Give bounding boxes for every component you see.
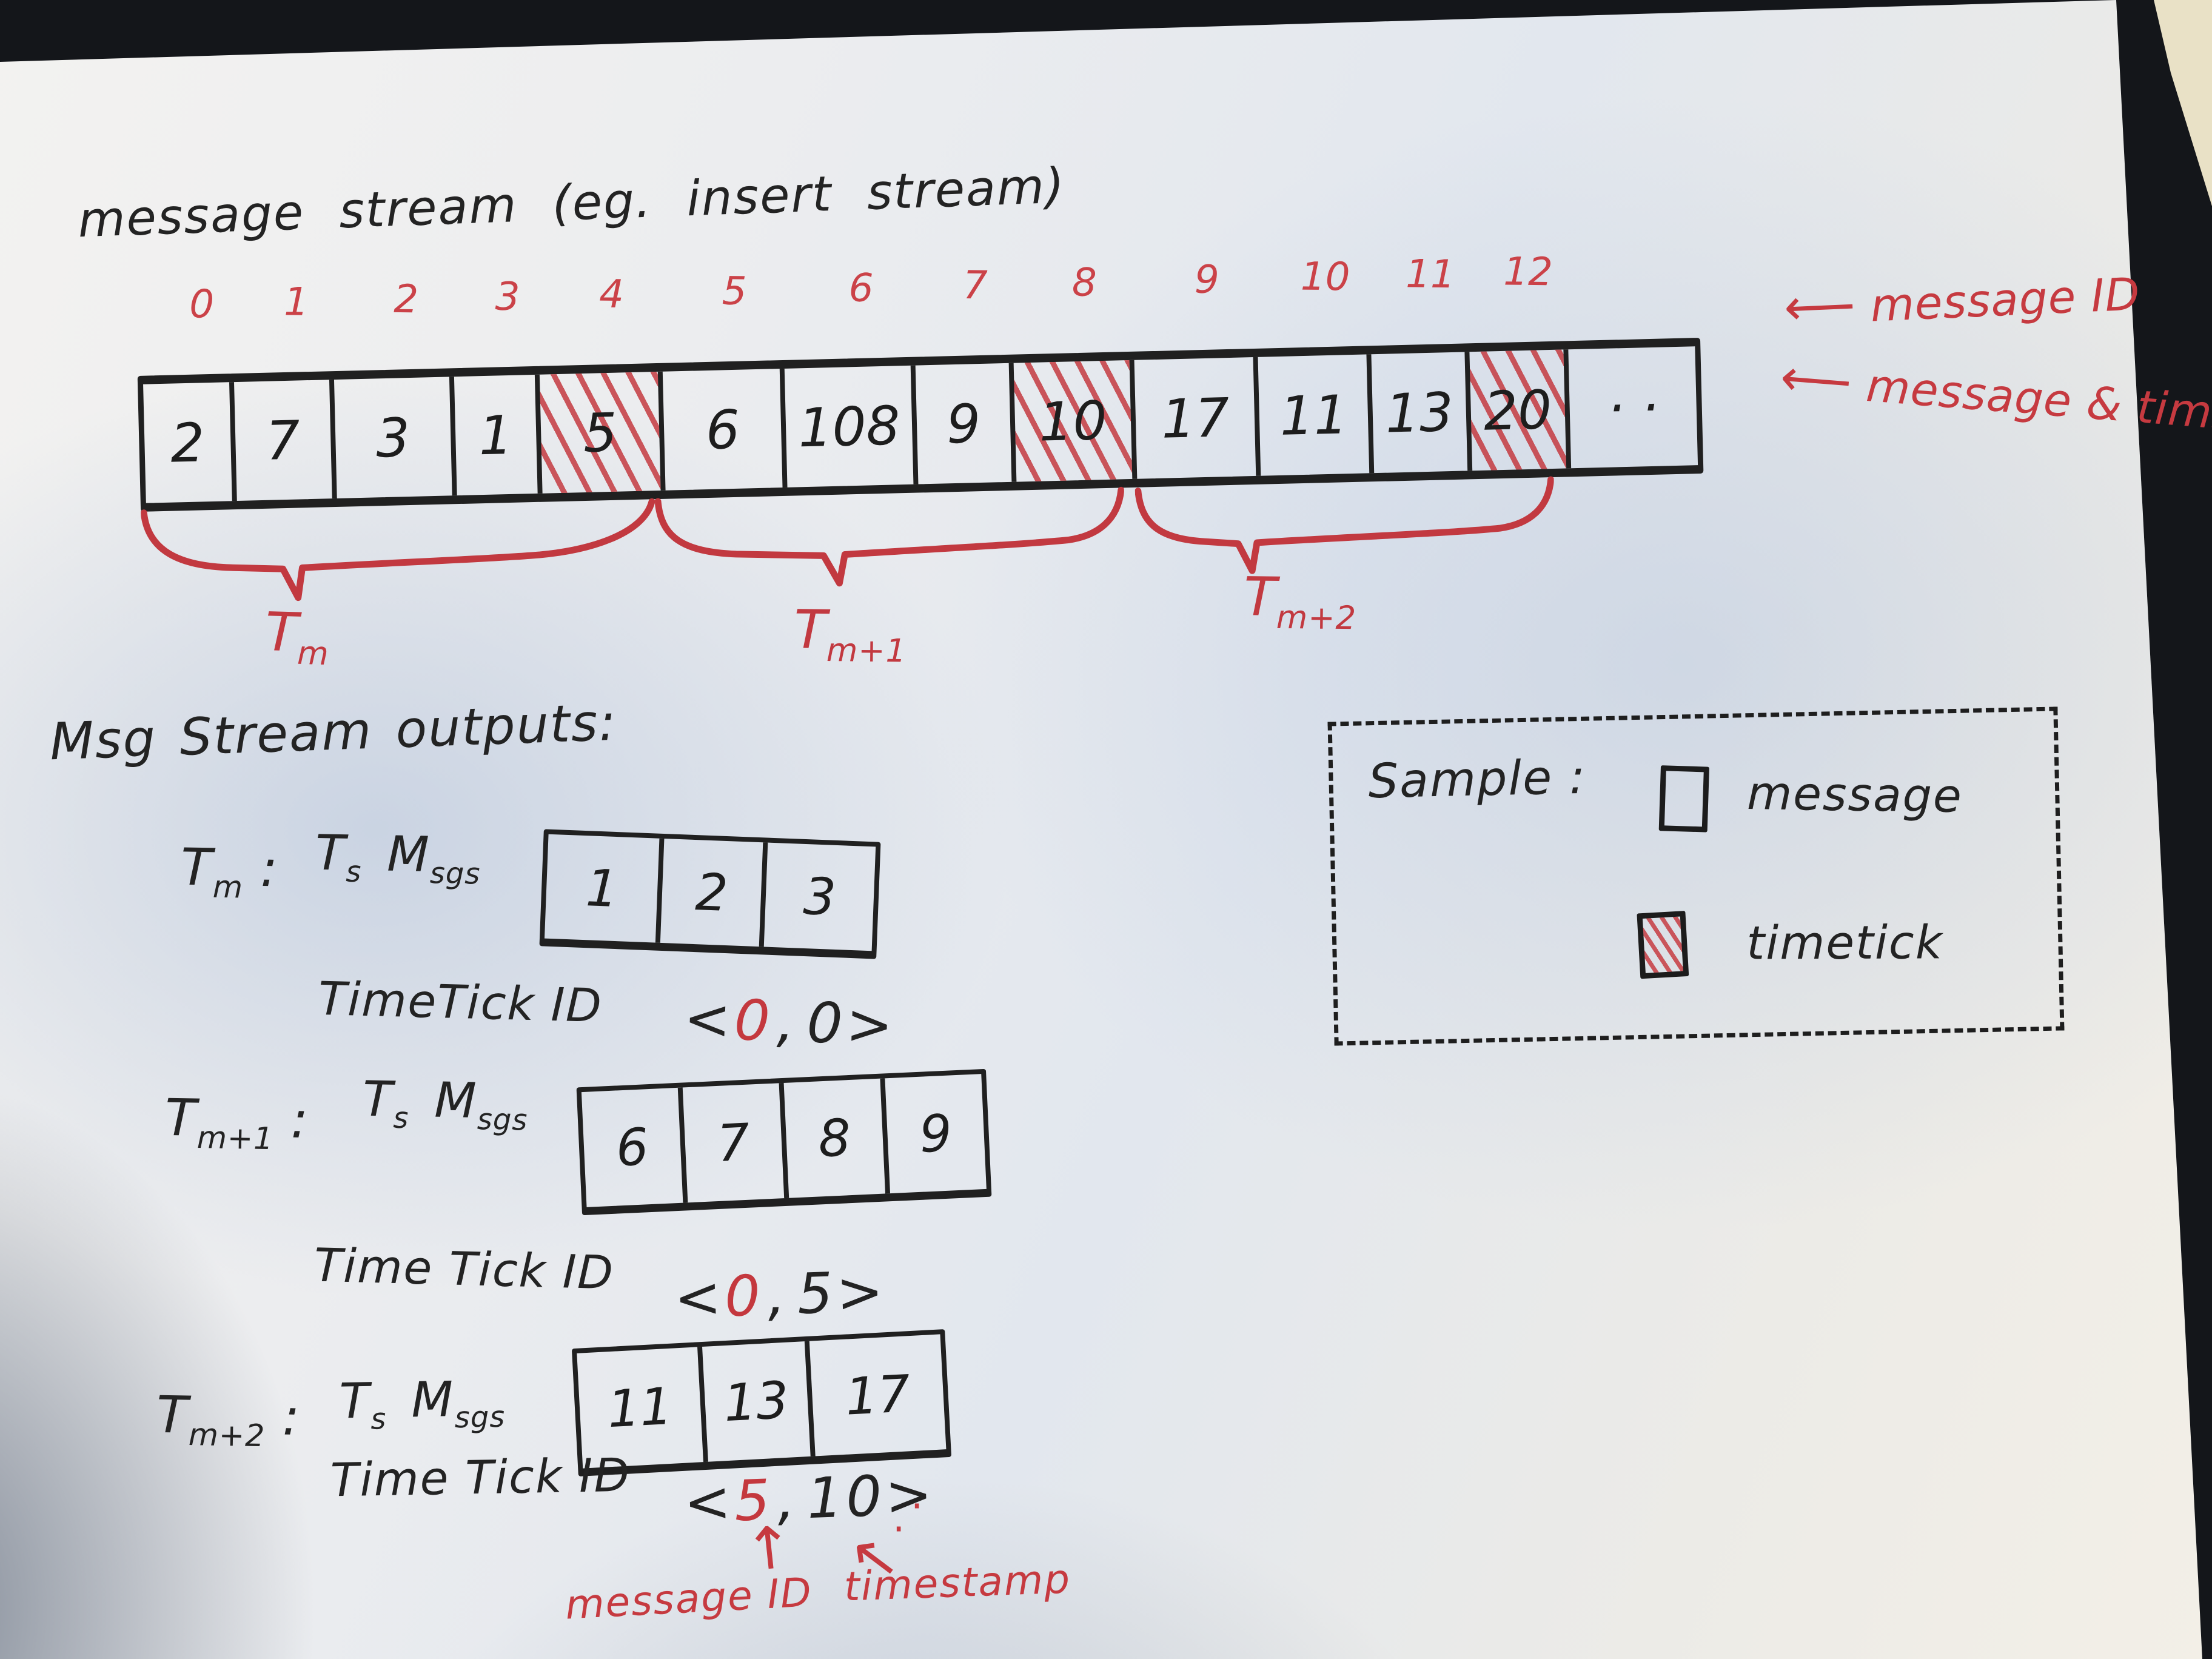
stream-cell: 9 <box>916 363 1017 484</box>
message-box-icon <box>1658 765 1709 833</box>
stream-index: 0 <box>189 282 215 327</box>
stream-cell: 6 <box>663 368 788 491</box>
stream-index: 2 <box>393 276 418 323</box>
msg-cell: 1 <box>544 834 665 943</box>
message-stream-diagram: 0 1 2 3 4 5 6 7 8 9 10 11 12 2 7 3 1 5 6 108 9 10 17 11 13 20 · ·… <box>135 246 1704 744</box>
msg-cell: 6 <box>581 1087 688 1207</box>
msg-cell: 3 <box>802 866 837 927</box>
stream-index: 6 <box>848 266 874 311</box>
stream-cell: 13 <box>1371 352 1472 474</box>
brace-label-tm1: Tm+1 <box>793 598 907 670</box>
brace-tm1 <box>654 486 1125 587</box>
row-tm2-tick-label: Time Tick ID <box>330 1447 631 1507</box>
stream-index: 5 <box>722 269 747 315</box>
stream-cell: 17 <box>1134 357 1261 479</box>
legend-title: Sample : <box>1367 749 1587 809</box>
left-arrow-icon: ⟵ <box>1778 348 1855 412</box>
row-tm-tick-label: TimeTick ID <box>317 971 603 1033</box>
stream-cell: 3 <box>333 377 457 498</box>
stream-index: 7 <box>962 263 988 309</box>
dotted-line-dot: · <box>911 1484 923 1529</box>
stream-cell: 1 <box>454 374 543 496</box>
stream-cell: 2 <box>143 382 237 503</box>
stream-index: 4 <box>599 272 625 318</box>
stream-index: 1 <box>283 280 309 325</box>
row-tm-msgs-label: Ts Msgs <box>315 824 481 891</box>
stream-cell: 11 <box>1258 354 1375 476</box>
legend-label-timetick: timetick <box>1746 915 1943 970</box>
stream-cell: 10 <box>1013 360 1138 482</box>
row-tm-tick-value: <0, 0> <box>683 985 898 1059</box>
msg-cell: 17 <box>843 1364 912 1427</box>
brace-tm <box>141 498 655 602</box>
msg-cell: 2 <box>660 839 768 947</box>
stream-cell: 20 <box>1469 349 1571 471</box>
brace-label-tm2: Tm+2 <box>1243 565 1357 637</box>
row-tm2-msgs-label: Ts Msgs <box>339 1371 506 1436</box>
legend-label-message: message <box>1746 766 1963 823</box>
stream-index: 9 <box>1194 257 1219 303</box>
row-tm1-msgs-label: Ts Msgs <box>362 1070 528 1138</box>
sample-legend-box: Sample : message timetick <box>1327 706 2065 1046</box>
msg-cell: 8 <box>783 1078 891 1198</box>
stream-index: 11 <box>1405 252 1455 298</box>
stream-index: 10 <box>1300 254 1350 300</box>
brace-tm2 <box>1134 476 1555 574</box>
timetick-box-icon <box>1637 911 1689 979</box>
tick-annotation-timestamp: timestamp <box>843 1555 1072 1610</box>
dotted-line-dot: · <box>893 1507 905 1552</box>
left-arrow-icon: ⟵ <box>1783 276 1857 337</box>
msg-cell: 13 <box>702 1341 816 1462</box>
row-tm-name: Tm: <box>180 837 280 905</box>
row-tm1-name: Tm+1: <box>164 1087 310 1157</box>
brace-label-tm: Tm <box>264 600 330 673</box>
stream-cell: 5 <box>539 371 666 494</box>
stream-cell: 7 <box>233 380 337 501</box>
stream-cell: 108 <box>784 365 919 488</box>
row-tm1-tick-label: Time Tick ID <box>313 1238 615 1300</box>
stream-index: 3 <box>495 274 521 320</box>
stream-cell: · · <box>1606 375 1660 440</box>
row-tm2-name: Tm+2: <box>156 1384 301 1454</box>
msg-cell: 7 <box>682 1082 789 1203</box>
stream-index: 12 <box>1503 249 1553 295</box>
stream-index: 8 <box>1071 260 1098 306</box>
row-tm1-tick-value: <0, 5> <box>673 1258 888 1332</box>
msg-cell: 9 <box>918 1103 954 1164</box>
